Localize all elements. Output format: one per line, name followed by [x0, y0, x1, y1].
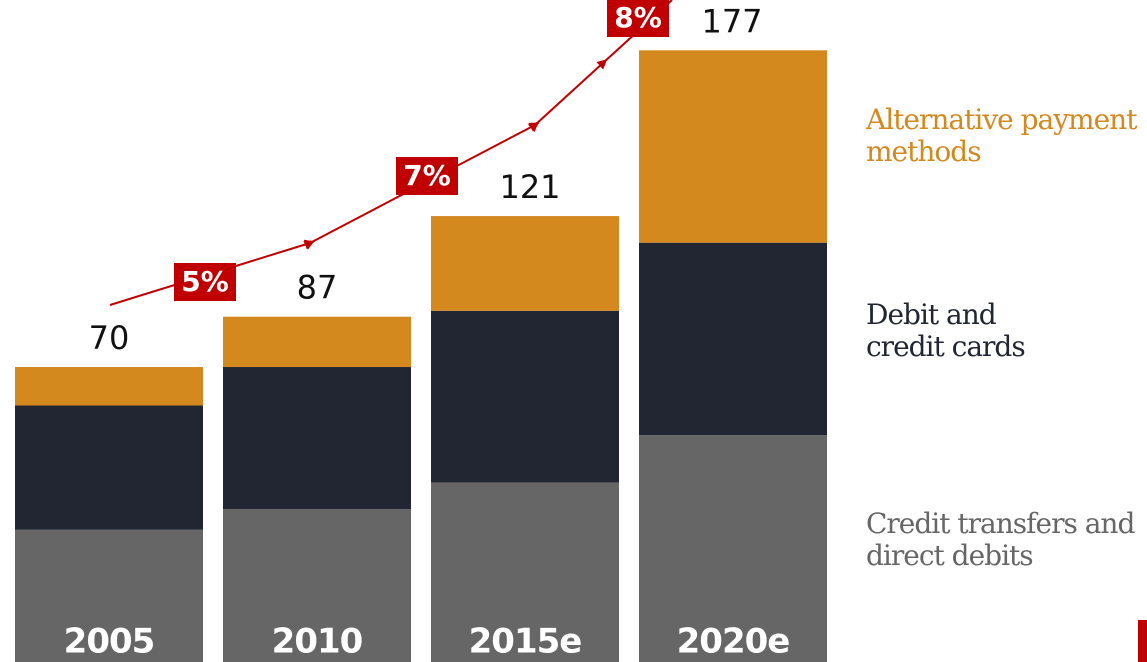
growth-label: 5% — [181, 265, 229, 298]
x-tick-label: 2010 — [272, 622, 363, 662]
bar-segment — [15, 405, 203, 530]
x-tick-label: 2005 — [64, 622, 155, 662]
bar-segment — [431, 216, 619, 311]
growth-label: 7% — [403, 159, 451, 192]
legend-label: Alternative payment methods — [866, 103, 1137, 168]
bar-segment — [431, 482, 619, 662]
bar-segment — [639, 242, 827, 436]
total-label: 87 — [297, 269, 338, 307]
bar-segment — [223, 316, 411, 368]
decoration — [1138, 620, 1147, 662]
total-label: 177 — [701, 2, 762, 40]
legend-label: Debit and credit cards — [866, 298, 1026, 363]
bar-segment — [431, 310, 619, 483]
total-label: 121 — [499, 168, 560, 206]
growth-label: 8% — [614, 1, 662, 34]
bar-segment — [15, 529, 203, 662]
x-tick-label: 2015e — [469, 622, 582, 662]
total-label: 70 — [89, 319, 130, 357]
bar-segment — [223, 367, 411, 510]
x-tick-label: 2020e — [677, 622, 790, 662]
growth-badge — [174, 263, 236, 301]
bar-segment — [639, 50, 827, 243]
bar-segment — [639, 435, 827, 662]
bar-segment — [223, 509, 411, 662]
legend-label: Credit transfers and direct debits — [866, 507, 1135, 572]
growth-badge — [607, 0, 669, 37]
growth-badge — [396, 157, 458, 195]
bar-segment — [15, 367, 203, 406]
